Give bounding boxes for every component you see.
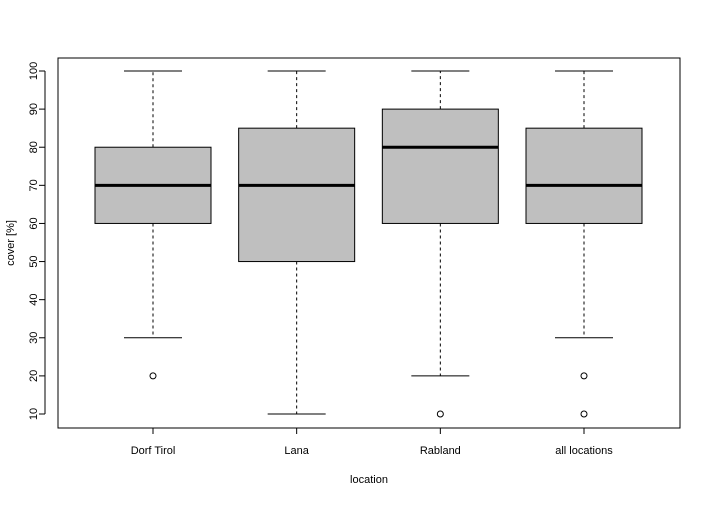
y-tick-label: 10 <box>28 408 40 420</box>
y-tick-label: 20 <box>28 370 40 382</box>
y-tick-label: 40 <box>28 294 40 306</box>
plot-frame <box>57 57 681 429</box>
x-tick-label: all locations <box>555 445 613 457</box>
y-tick-label: 100 <box>28 62 40 80</box>
box-dorf-tirol <box>94 70 212 380</box>
y-tick-label: 80 <box>28 141 40 153</box>
y-tick-label: 70 <box>28 179 40 191</box>
x-tick-label: Lana <box>284 445 309 457</box>
boxes-layer <box>94 70 643 418</box>
box-all-locations <box>525 70 643 418</box>
outlier-point <box>580 410 588 418</box>
outlier-point <box>149 372 157 380</box>
y-tick-label: 90 <box>28 103 40 115</box>
x-axis: Dorf Tirol Lana Rabland all locations <box>131 427 613 457</box>
box-lana <box>238 70 356 415</box>
interquartile-box <box>238 127 356 263</box>
y-axis: 10 20 30 40 50 60 70 80 90 100 <box>28 62 46 420</box>
box-rabland <box>381 70 499 418</box>
y-tick-label: 50 <box>28 255 40 267</box>
x-axis-title: location <box>350 474 388 486</box>
y-tick-label: 30 <box>28 332 40 344</box>
interquartile-box <box>381 108 499 224</box>
outlier-point <box>436 410 444 418</box>
y-axis-title: cover [%] <box>5 220 17 266</box>
outlier-point <box>580 372 588 380</box>
x-tick-label: Rabland <box>420 445 461 457</box>
y-tick-label: 60 <box>28 217 40 229</box>
x-tick-label: Dorf Tirol <box>131 445 176 457</box>
interquartile-box <box>525 127 643 224</box>
